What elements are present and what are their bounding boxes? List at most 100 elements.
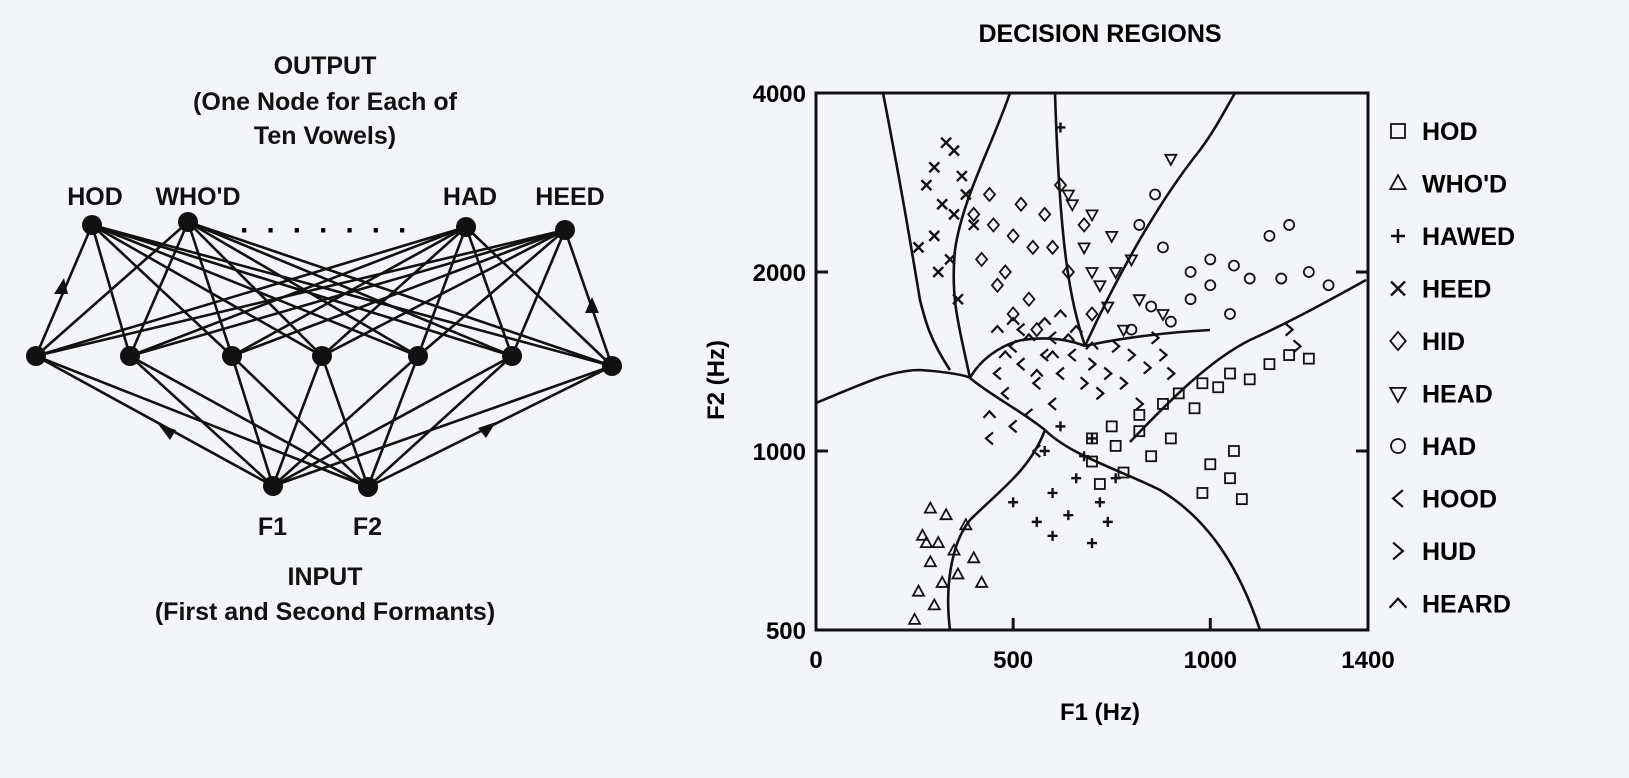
point-head bbox=[1065, 199, 1080, 213]
point-hud bbox=[1087, 357, 1098, 371]
point-head bbox=[1104, 231, 1119, 244]
point-hud bbox=[1095, 386, 1106, 401]
point-hawed bbox=[1039, 446, 1050, 456]
point-hawed bbox=[1055, 421, 1066, 432]
point-had bbox=[1228, 259, 1240, 272]
legend-label-heard: HEARD bbox=[1422, 591, 1511, 619]
hidden-node bbox=[222, 346, 242, 366]
point-had bbox=[1149, 188, 1161, 201]
point-heard bbox=[1061, 332, 1076, 342]
point-hud bbox=[1284, 322, 1295, 337]
point-had bbox=[1243, 272, 1256, 285]
point-head bbox=[1061, 189, 1076, 203]
legend-marker-hood bbox=[1391, 489, 1404, 508]
legend-marker-whod bbox=[1388, 173, 1408, 191]
point-heard bbox=[998, 349, 1013, 359]
legend-label-hawed: HAWED bbox=[1422, 223, 1515, 251]
point-head bbox=[1155, 309, 1170, 322]
point-whod bbox=[931, 535, 946, 549]
point-heed bbox=[948, 144, 960, 157]
point-heed bbox=[920, 179, 933, 191]
point-hood bbox=[1007, 419, 1018, 434]
point-hid bbox=[1006, 306, 1020, 322]
point-hod bbox=[1224, 367, 1236, 380]
point-head bbox=[1077, 242, 1092, 256]
point-heard bbox=[982, 409, 997, 419]
point-hod bbox=[1263, 358, 1276, 371]
point-had bbox=[1283, 219, 1296, 231]
point-hid bbox=[974, 251, 989, 268]
ellipsis-dots: · · · · · · · bbox=[240, 214, 412, 247]
point-hod bbox=[1164, 432, 1177, 445]
point-hood bbox=[1000, 386, 1010, 401]
point-whod bbox=[958, 517, 973, 531]
point-hood bbox=[1015, 322, 1026, 337]
legend-marker-had bbox=[1390, 438, 1406, 454]
output-node-hod bbox=[82, 215, 102, 235]
point-hawed bbox=[1087, 433, 1097, 444]
hidden-node bbox=[120, 346, 140, 366]
point-heard bbox=[1053, 308, 1068, 318]
legend-label-hid: HID bbox=[1422, 328, 1465, 356]
point-hid bbox=[1030, 321, 1044, 338]
point-hud bbox=[1292, 339, 1303, 354]
decision-boundaries bbox=[815, 92, 1367, 631]
point-head bbox=[1108, 267, 1123, 280]
legend-marker-hawed bbox=[1391, 229, 1405, 243]
point-whod bbox=[974, 575, 989, 588]
legend-marker-heard bbox=[1388, 596, 1408, 609]
point-hood bbox=[1031, 376, 1042, 391]
point-heed bbox=[928, 161, 941, 174]
point-hood bbox=[1055, 366, 1065, 381]
point-hod bbox=[1145, 450, 1158, 463]
x-tick-label: 1400 bbox=[1341, 647, 1394, 674]
output-node-label-had: HAD bbox=[442, 183, 498, 211]
point-hid bbox=[1038, 206, 1052, 223]
output-subtitle-line2: Ten Vowels) bbox=[253, 122, 397, 150]
point-heard bbox=[1022, 332, 1036, 342]
legend-marker-hod bbox=[1390, 123, 1406, 139]
point-hood bbox=[1023, 408, 1034, 422]
point-whod bbox=[939, 507, 954, 521]
point-whod bbox=[927, 597, 942, 611]
output-title: OUTPUT bbox=[273, 52, 377, 80]
point-hud bbox=[1079, 376, 1090, 391]
point-hawed bbox=[1094, 497, 1105, 508]
point-whod bbox=[966, 550, 981, 564]
point-had bbox=[1157, 241, 1169, 254]
point-head bbox=[1084, 209, 1100, 223]
output-node-label-heed: HEED bbox=[535, 183, 605, 211]
hidden-node bbox=[602, 356, 622, 376]
point-whod bbox=[923, 554, 938, 568]
legend-label-head: HEAD bbox=[1422, 381, 1493, 409]
point-hud bbox=[1150, 330, 1161, 345]
point-hood bbox=[1007, 339, 1018, 354]
hidden-node bbox=[408, 346, 428, 366]
input-node-label-f1: F1 bbox=[257, 513, 288, 541]
point-had bbox=[1133, 219, 1146, 231]
point-hud bbox=[1103, 366, 1113, 381]
point-had bbox=[1322, 279, 1335, 292]
point-hud bbox=[1135, 397, 1145, 411]
point-hud bbox=[1158, 348, 1169, 362]
point-had bbox=[1204, 279, 1217, 292]
point-hud bbox=[1142, 360, 1153, 375]
point-hod bbox=[1157, 398, 1169, 410]
point-hid bbox=[1006, 228, 1020, 244]
point-heard bbox=[1069, 324, 1084, 334]
point-heard bbox=[1085, 341, 1099, 351]
output-subtitle-line1: (One Node for Each of bbox=[193, 88, 457, 116]
point-whod bbox=[919, 535, 934, 549]
point-hod bbox=[1133, 425, 1146, 438]
point-heard bbox=[1045, 349, 1060, 359]
point-hawed bbox=[1102, 516, 1113, 527]
point-head bbox=[1124, 254, 1139, 268]
point-had bbox=[1302, 266, 1315, 278]
point-had bbox=[1184, 293, 1197, 306]
point-hod bbox=[1204, 458, 1217, 471]
output-node-label-whod: WHO'D bbox=[155, 183, 241, 211]
point-had bbox=[1145, 300, 1158, 313]
x-axis-ticks: 0 500 1000 1400 bbox=[809, 618, 1395, 674]
x-axis-label: F1 (Hz) bbox=[1060, 699, 1140, 726]
